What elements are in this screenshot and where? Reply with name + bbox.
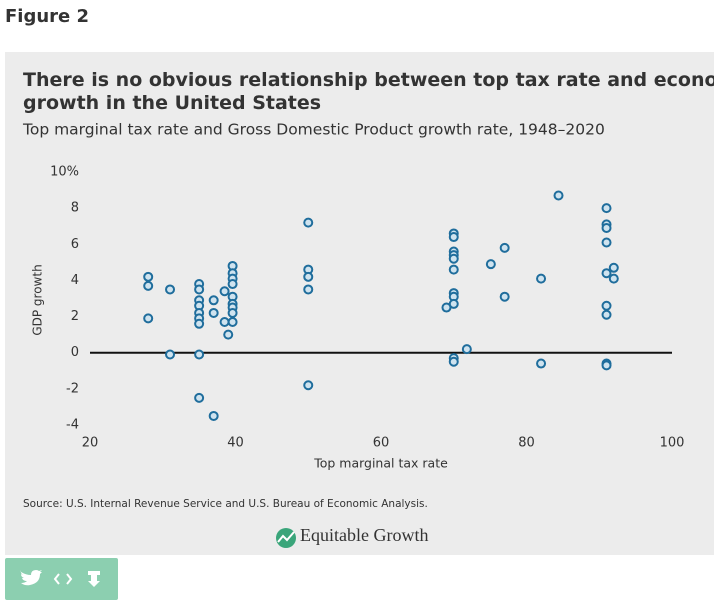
point xyxy=(227,279,238,290)
x-axis-label: Top marginal tax rate xyxy=(313,456,448,471)
point xyxy=(194,284,205,295)
logo-icon xyxy=(277,531,295,543)
point xyxy=(499,242,510,253)
x-tick-label: 100 xyxy=(660,436,685,451)
point xyxy=(227,316,238,327)
chart: There is no obvious relationship between… xyxy=(22,69,716,548)
point xyxy=(553,190,564,201)
y-tick-label: -4 xyxy=(66,418,79,433)
point xyxy=(536,358,547,369)
y-tick-label: 4 xyxy=(71,273,79,288)
logo-text: Equitable Growth xyxy=(300,525,428,545)
point xyxy=(194,349,205,360)
point xyxy=(448,232,459,243)
point xyxy=(165,284,176,295)
twitter-button[interactable] xyxy=(20,570,42,586)
y-tick-label: 2 xyxy=(71,309,79,324)
point xyxy=(165,349,176,360)
point xyxy=(448,253,459,264)
point xyxy=(219,316,230,327)
point xyxy=(601,268,612,279)
point xyxy=(601,237,612,248)
point xyxy=(194,392,205,403)
point xyxy=(448,264,459,275)
point xyxy=(448,356,459,367)
point xyxy=(227,307,238,318)
point xyxy=(485,259,496,270)
point xyxy=(223,329,234,340)
point xyxy=(601,309,612,320)
point xyxy=(143,280,154,291)
y-tick-label: 8 xyxy=(71,201,79,216)
title-line: growth in the United States xyxy=(23,92,321,114)
point xyxy=(601,300,612,311)
y-tick-label: 6 xyxy=(71,237,79,252)
point xyxy=(499,291,510,302)
point xyxy=(448,298,459,309)
point xyxy=(208,295,219,306)
x-tick-label: 80 xyxy=(518,436,535,451)
panel: There is no obvious relationship between… xyxy=(5,52,716,555)
point xyxy=(601,203,612,214)
share-icons xyxy=(20,570,100,587)
point xyxy=(194,318,205,329)
chart-title: There is no obvious relationship between… xyxy=(23,69,714,114)
point xyxy=(208,410,219,421)
point xyxy=(608,262,619,273)
source: Source: U.S. Internal Revenue Service an… xyxy=(23,498,428,510)
logo: Equitable Growth xyxy=(276,525,428,548)
x-tick-label: 40 xyxy=(227,436,244,451)
point xyxy=(608,273,619,284)
point xyxy=(303,380,314,391)
figure-label: Figure 2 xyxy=(5,6,90,27)
y-tick-label: 0 xyxy=(71,345,79,360)
download-button[interactable] xyxy=(88,571,100,587)
x-tick-label: 60 xyxy=(373,436,390,451)
point xyxy=(219,286,230,297)
share-bar xyxy=(5,558,118,600)
chart-subtitle: Top marginal tax rate and Gross Domestic… xyxy=(22,121,605,139)
embed-button[interactable] xyxy=(53,573,73,585)
x-tick-label: 20 xyxy=(82,436,99,451)
y-axis-label: GDP growth xyxy=(31,264,45,335)
point xyxy=(601,223,612,234)
point xyxy=(601,360,612,371)
point xyxy=(143,271,154,282)
point xyxy=(208,307,219,318)
y-tick-label: -2 xyxy=(66,381,79,396)
point xyxy=(461,344,472,355)
point xyxy=(303,284,314,295)
y-tick-label: 10% xyxy=(50,165,79,180)
point xyxy=(303,271,314,282)
point xyxy=(303,217,314,228)
title-line: There is no obvious relationship between… xyxy=(23,69,714,91)
point xyxy=(536,273,547,284)
point xyxy=(143,313,154,324)
